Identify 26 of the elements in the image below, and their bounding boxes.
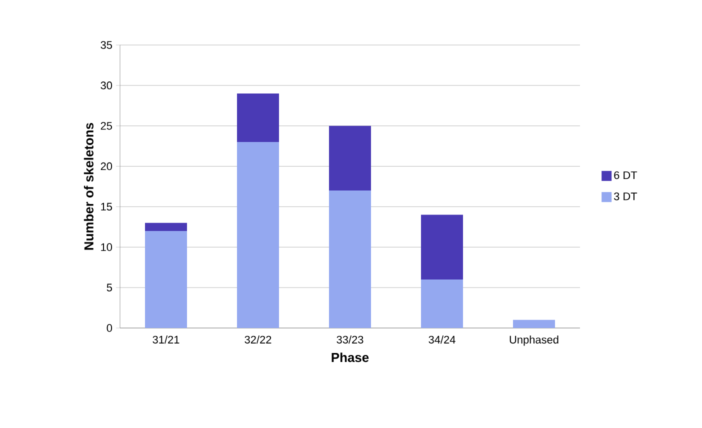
x-tick-label: Unphased xyxy=(510,336,558,346)
legend-label: 3 DT xyxy=(614,192,638,200)
x-axis-title: Phase xyxy=(332,352,369,362)
bar xyxy=(145,230,187,328)
bar xyxy=(421,214,464,280)
y-tick-label: 15 xyxy=(101,202,112,211)
y-tick-label: 35 xyxy=(100,41,112,49)
y-tick-label: 10 xyxy=(101,243,112,252)
bar xyxy=(513,320,556,328)
y-tick-label: 20 xyxy=(100,162,112,170)
legend-label: 6 DT xyxy=(614,171,638,180)
y-tick-label: 5 xyxy=(106,284,112,292)
x-tick-label: 33/23 xyxy=(336,336,364,344)
x-tick-label: 34/24 xyxy=(428,336,456,344)
y-axis-title: Number of skeletons xyxy=(84,122,94,250)
y-tick-label: 30 xyxy=(100,82,112,90)
bar xyxy=(237,142,279,328)
x-tick-label: 32/22 xyxy=(244,336,272,344)
x-tick-label: 31/21 xyxy=(152,336,180,344)
bar xyxy=(145,222,187,231)
bar xyxy=(421,279,464,328)
bar xyxy=(237,94,279,142)
y-tick-label: 25 xyxy=(100,122,112,130)
bar xyxy=(329,126,371,191)
y-tick-label: 0 xyxy=(106,324,112,332)
bar xyxy=(329,190,371,328)
